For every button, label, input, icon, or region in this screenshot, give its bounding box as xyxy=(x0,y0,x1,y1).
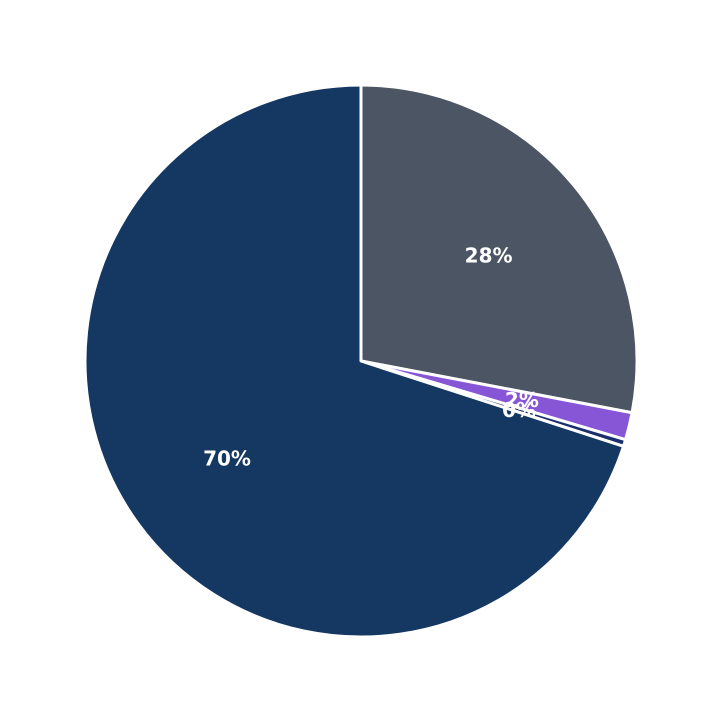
pie-slice-label-1: 2% xyxy=(505,388,539,412)
pie-slices xyxy=(83,83,639,639)
pie-slice-label-0: 28% xyxy=(465,243,513,267)
pie-slice-3 xyxy=(83,83,625,639)
pie-slice-0 xyxy=(359,83,639,415)
pie-labels: 28% 2%0% 70% xyxy=(203,243,539,470)
pie-slice-label-3: 70% xyxy=(203,446,251,470)
pie-slice-label-2: 0% xyxy=(502,398,536,422)
